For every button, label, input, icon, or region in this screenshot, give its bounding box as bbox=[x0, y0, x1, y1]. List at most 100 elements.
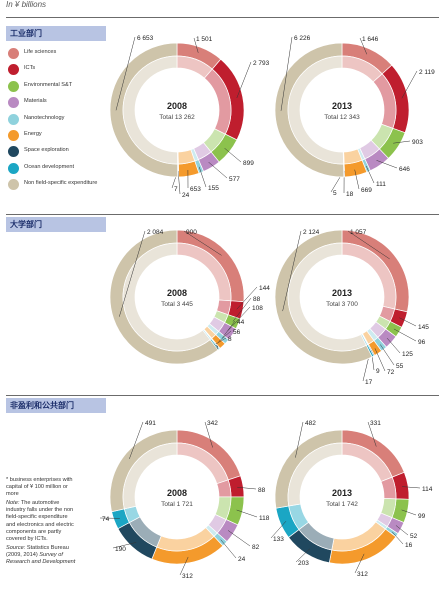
leader-line bbox=[380, 344, 395, 366]
chart-year: 2008 bbox=[167, 288, 187, 298]
chart-year: 2013 bbox=[332, 288, 352, 298]
value-label-energy: 56 bbox=[233, 329, 241, 336]
section-title-public: 非盈利和公共部门 bbox=[6, 398, 106, 413]
value-label-materials: 108 bbox=[252, 305, 263, 312]
legend-item-materials: Materials bbox=[8, 97, 108, 113]
leader-line bbox=[220, 539, 237, 559]
legend-swatch-icon bbox=[8, 97, 19, 109]
legend-item-nanotechnology: Nanotechnology bbox=[8, 113, 108, 130]
legend-label: Non field-specific expenditure bbox=[24, 180, 98, 187]
legend-swatch-icon bbox=[8, 113, 19, 125]
slice-inner-non-field bbox=[287, 55, 344, 165]
legend-swatch-icon bbox=[8, 64, 19, 76]
value-label-environmental: 99 bbox=[418, 513, 426, 520]
value-label-ocean: 5 bbox=[333, 190, 337, 197]
value-label-energy: 72 bbox=[387, 369, 395, 376]
legend-label: Materials bbox=[24, 98, 47, 105]
footnote: * business enterprises with capital of ¥… bbox=[6, 477, 73, 498]
legend-item-icts: ICTs bbox=[8, 64, 108, 80]
section-rule-university bbox=[6, 214, 439, 215]
value-label-icts: 114 bbox=[422, 486, 433, 493]
value-label-life-sciences: 331 bbox=[370, 420, 381, 427]
value-label-life-sciences: 1 057 bbox=[350, 229, 367, 236]
legend-label: Ocean development bbox=[24, 163, 75, 170]
leader-line bbox=[232, 297, 252, 322]
note-text: The automotive industry falls under the … bbox=[6, 500, 74, 542]
chart-total: Total 13 262 bbox=[159, 114, 195, 121]
leader-line bbox=[386, 337, 401, 354]
leader-line bbox=[401, 509, 417, 516]
legend-swatch-icon bbox=[8, 179, 19, 191]
value-label-nanotechnology: 16 bbox=[405, 542, 413, 549]
value-label-life-sciences: 342 bbox=[207, 420, 218, 427]
value-label-materials: 52 bbox=[410, 533, 418, 540]
leader-line bbox=[280, 36, 293, 111]
leader-line bbox=[295, 548, 310, 563]
chart-total: Total 3 445 bbox=[161, 301, 193, 308]
slice-inner-non-field bbox=[122, 55, 178, 165]
value-label-nanotechnology: 111 bbox=[376, 181, 386, 188]
leader-line bbox=[179, 556, 189, 576]
legend-item-energy: Energy bbox=[8, 129, 108, 146]
value-label-non-field: 2 124 bbox=[303, 229, 320, 236]
value-label-materials: 577 bbox=[229, 176, 240, 183]
section-title-university: 大学部门 bbox=[6, 217, 106, 232]
slice-inner-non-field bbox=[122, 242, 211, 352]
leader-line bbox=[359, 37, 368, 55]
leader-line bbox=[374, 348, 386, 372]
value-label-environmental: 88 bbox=[253, 296, 261, 303]
chart-year: 2008 bbox=[167, 101, 187, 111]
leader-line bbox=[183, 230, 222, 256]
leader-line bbox=[354, 169, 360, 190]
note-lead: Note: bbox=[6, 500, 20, 507]
chart-total: Total 1 742 bbox=[326, 501, 358, 508]
leader-line bbox=[367, 421, 377, 447]
legend-label: ICTs bbox=[24, 65, 36, 72]
leader-line bbox=[119, 230, 146, 317]
legend-item-non-field: Non field-specific expenditure bbox=[8, 179, 108, 195]
note-paragraph: Note: The automotive industry falls unde… bbox=[6, 500, 78, 543]
chart-total: Total 1 721 bbox=[161, 501, 193, 508]
leader-line bbox=[393, 140, 411, 144]
leader-line bbox=[295, 421, 304, 458]
value-label-materials: 82 bbox=[252, 544, 260, 551]
source-lead: Source: bbox=[6, 544, 26, 551]
section-rule-public bbox=[6, 395, 439, 396]
donut-chart-2013-5: 331 114 99 52 16 312 203 133 482 2013 Total 1 742 bbox=[270, 420, 433, 578]
legend-item-life-sciences: Life sciences bbox=[8, 48, 108, 64]
value-label-icts: 144 bbox=[259, 285, 270, 292]
leader-line bbox=[224, 148, 242, 163]
value-label-environmental: 899 bbox=[243, 160, 254, 167]
legend: Life sciences ICTs Environmental S&T Mat… bbox=[8, 48, 108, 196]
leader-line bbox=[395, 525, 409, 536]
value-label-space: 8 bbox=[228, 336, 232, 343]
value-label-space: 24 bbox=[182, 192, 190, 199]
chart-total: Total 3 700 bbox=[326, 301, 358, 308]
value-label-non-field: 6 226 bbox=[294, 35, 311, 42]
leader-line bbox=[401, 70, 418, 99]
leader-line bbox=[227, 530, 251, 547]
value-label-life-sciences: 1 501 bbox=[196, 36, 213, 43]
leader-line bbox=[115, 36, 136, 111]
value-label-life-sciences: 1 646 bbox=[362, 36, 379, 43]
legend-item-environmental: Environmental S&T bbox=[8, 80, 108, 97]
value-label-ocean: 17 bbox=[365, 379, 373, 386]
slice-inner-non-field bbox=[122, 442, 178, 510]
leader-line bbox=[236, 509, 258, 518]
chart-year: 2008 bbox=[167, 488, 187, 498]
chart-year: 2013 bbox=[332, 101, 352, 111]
leader-line bbox=[237, 486, 257, 490]
legend-label: Environmental S&T bbox=[24, 81, 73, 88]
legend-swatch-icon bbox=[8, 129, 19, 141]
value-label-ocean: 7 bbox=[174, 186, 178, 193]
value-label-ocean: 74 bbox=[102, 516, 110, 523]
legend-label: Space exploration bbox=[24, 147, 69, 154]
value-label-nanotechnology: 155 bbox=[208, 185, 219, 192]
chart-year: 2013 bbox=[332, 488, 352, 498]
value-label-non-field: 2 084 bbox=[147, 229, 164, 236]
legend-item-space: Space exploration bbox=[8, 146, 108, 162]
leader-line bbox=[282, 230, 302, 312]
value-label-energy: 669 bbox=[361, 187, 372, 194]
